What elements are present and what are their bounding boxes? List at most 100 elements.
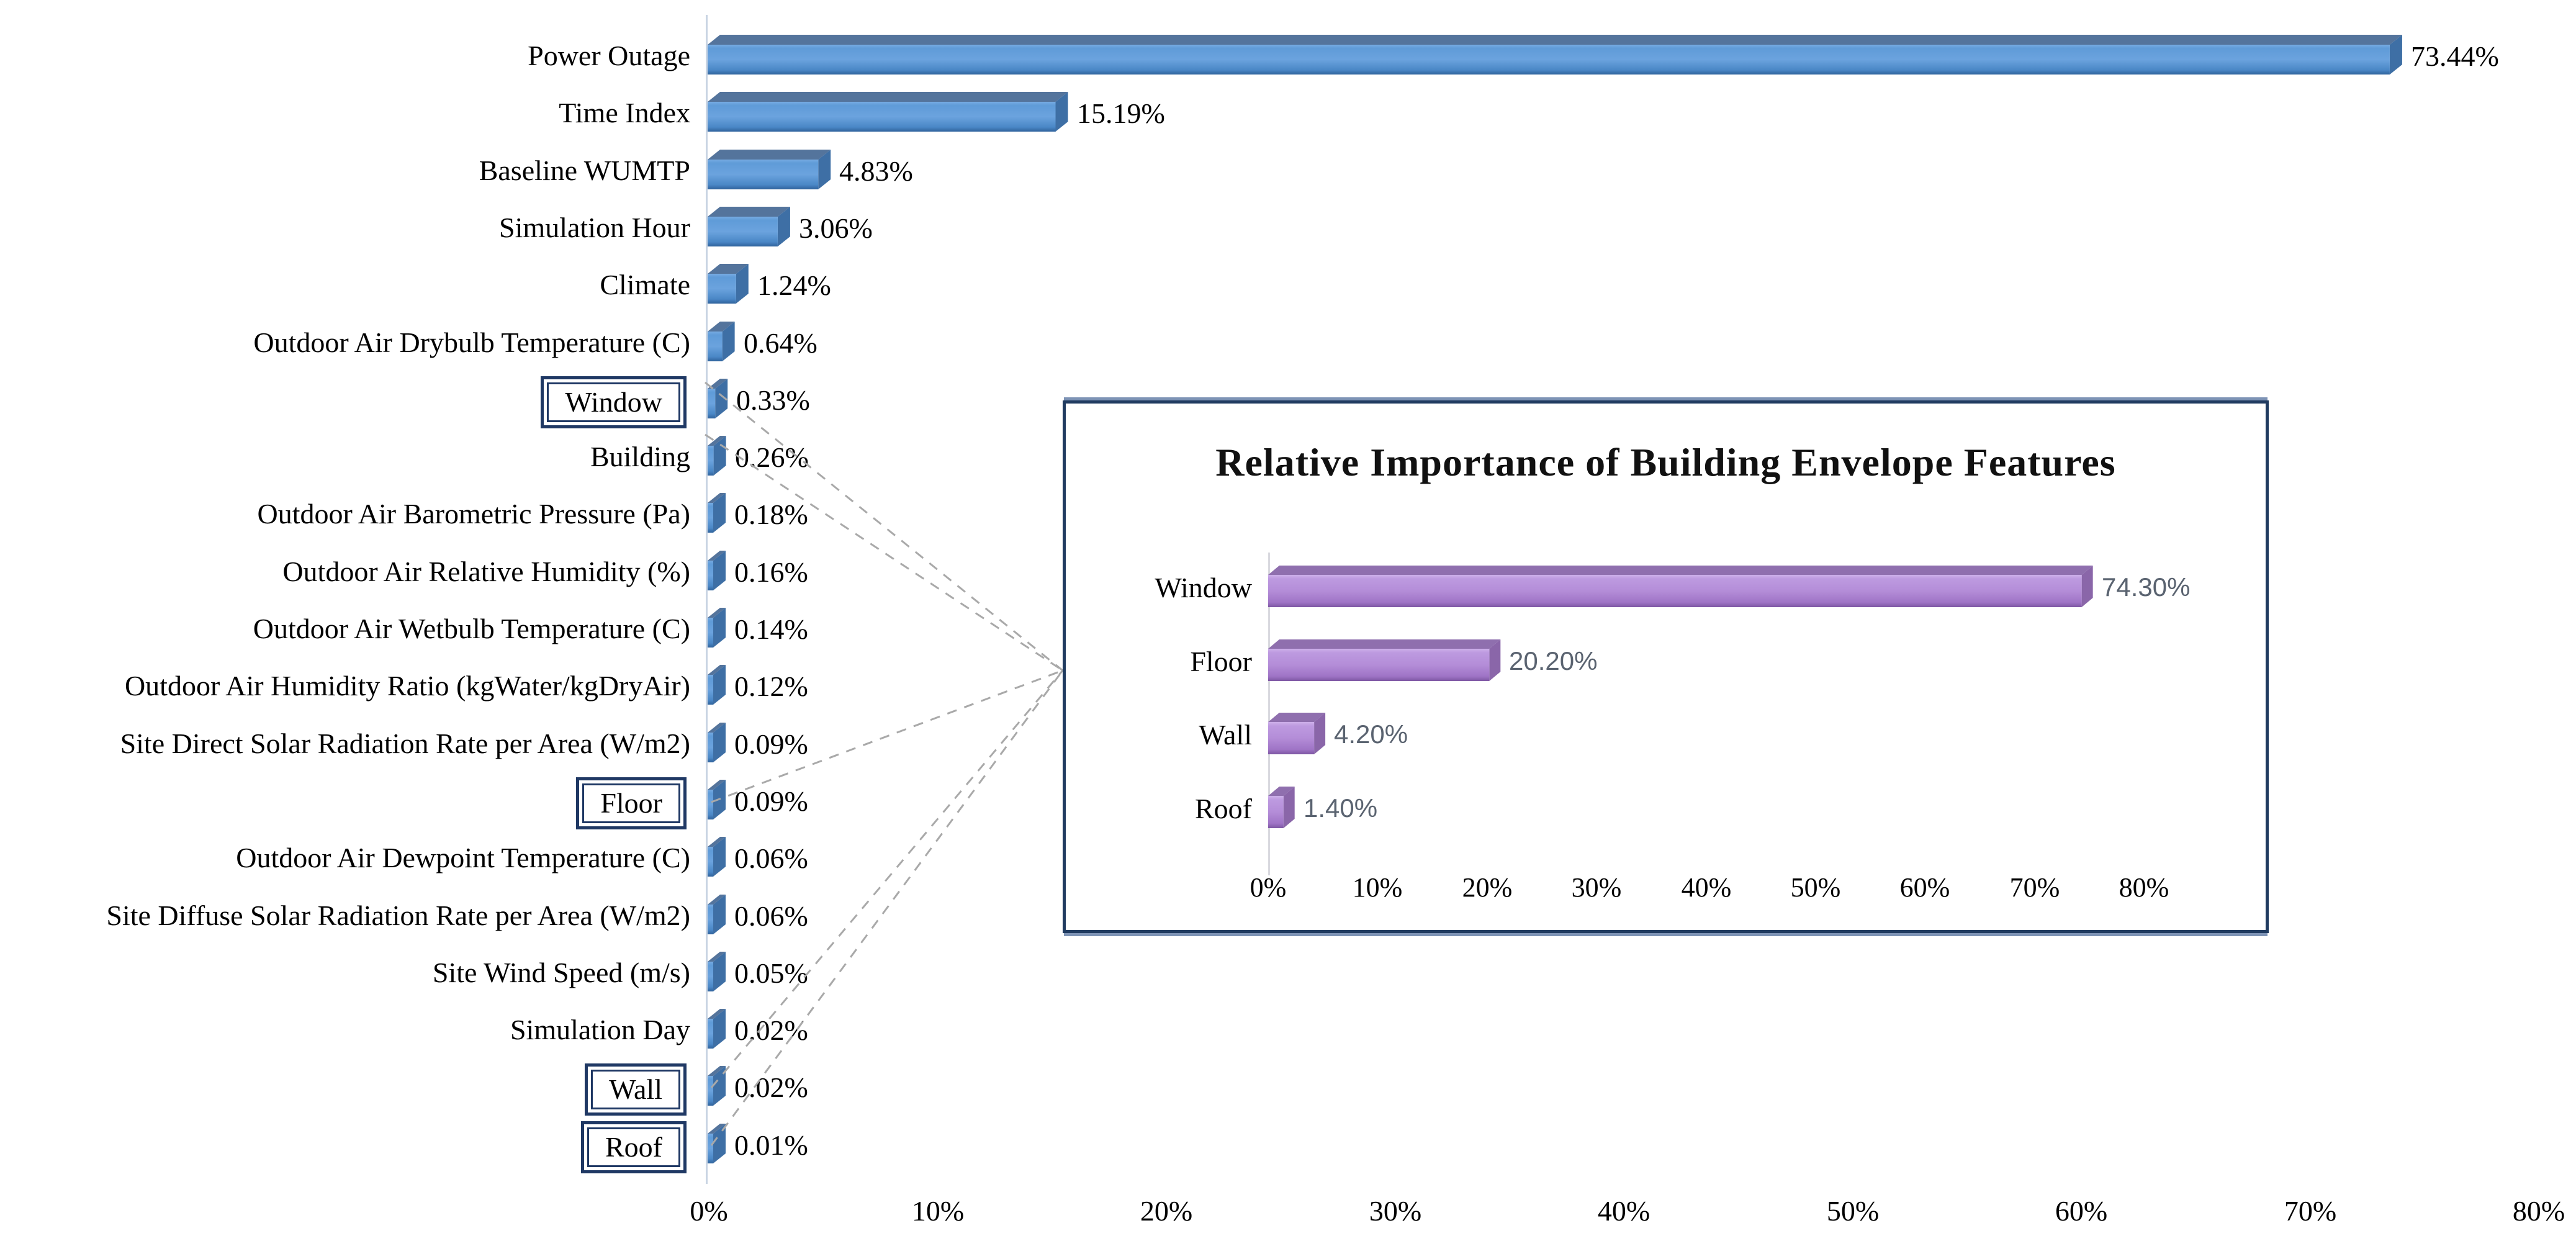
value-label-window: 74.30% bbox=[2102, 572, 2191, 602]
x-tick-50: 50% bbox=[1826, 1195, 1880, 1227]
callout-line-wall bbox=[710, 670, 1064, 1088]
value-label-outdoor-air-dewpoint-temperature-c: 0.06% bbox=[734, 842, 808, 874]
value-label-power-outage: 73.44% bbox=[2411, 40, 2499, 72]
x-tick-40: 40% bbox=[1681, 872, 1732, 903]
bar-outdoor-air-dewpoint-temperature-c bbox=[708, 837, 726, 877]
category-label-simulation-day: Simulation Day bbox=[510, 1014, 690, 1045]
value-label-outdoor-air-relative-humidity: 0.16% bbox=[734, 556, 808, 588]
bar-site-wind-speed-m-s bbox=[708, 952, 726, 991]
boxed-category-roof: Roof bbox=[581, 1121, 687, 1174]
category-label-baseline-wumtp: Baseline WUMTP bbox=[479, 155, 690, 186]
bar-climate bbox=[708, 264, 749, 304]
bar-site-diffuse-solar-radiation-rate-per-area-w-m2 bbox=[708, 895, 726, 934]
value-label-building: 0.26% bbox=[735, 441, 809, 473]
value-label-time-index: 15.19% bbox=[1077, 97, 1165, 129]
value-label-roof: 0.01% bbox=[734, 1129, 808, 1161]
value-label-outdoor-air-drybulb-temperature-c: 0.64% bbox=[744, 327, 817, 359]
callout-line-window-bottom bbox=[705, 433, 1063, 672]
x-tick-80: 80% bbox=[2119, 872, 2169, 903]
value-label-site-diffuse-solar-radiation-rate-per-area-w-m2: 0.06% bbox=[734, 900, 808, 932]
value-label-roof: 1.40% bbox=[1304, 793, 1378, 823]
bar-time-index bbox=[708, 92, 1068, 132]
value-label-window: 0.33% bbox=[736, 384, 810, 416]
value-label-floor: 20.20% bbox=[1509, 646, 1598, 675]
x-tick-10: 10% bbox=[1352, 872, 1403, 903]
category-label-power-outage: Power Outage bbox=[528, 40, 690, 71]
category-label-climate: Climate bbox=[600, 269, 690, 300]
bar-floor bbox=[1268, 639, 1501, 681]
value-label-site-wind-speed-m-s: 0.05% bbox=[734, 957, 808, 989]
category-label-floor: Floor bbox=[0, 777, 690, 830]
value-label-outdoor-air-wetbulb-temperature-c: 0.14% bbox=[734, 613, 808, 645]
category-label-floor: Floor bbox=[1190, 646, 1252, 677]
bar-baseline-wumtp bbox=[708, 150, 831, 189]
category-label-time-index: Time Index bbox=[559, 97, 690, 129]
x-tick-0: 0% bbox=[1250, 872, 1287, 903]
category-label-site-diffuse-solar-radiation-rate-per-area-w-m2: Site Diffuse Solar Radiation Rate per Ar… bbox=[106, 900, 690, 931]
callout-line-roof bbox=[710, 670, 1064, 1146]
bar-roof bbox=[708, 1124, 726, 1163]
bar-outdoor-air-wetbulb-temperature-c bbox=[708, 608, 726, 648]
category-label-building: Building bbox=[590, 441, 690, 472]
x-tick-60: 60% bbox=[1899, 872, 1950, 903]
category-label-window: Window bbox=[1155, 572, 1252, 603]
callout-line-window-top bbox=[705, 381, 1063, 672]
value-label-outdoor-air-humidity-ratio-kgwater-kgdryair: 0.12% bbox=[734, 670, 808, 702]
category-label-roof: Roof bbox=[0, 1121, 690, 1174]
x-tick-70: 70% bbox=[2284, 1195, 2337, 1227]
x-tick-30: 30% bbox=[1369, 1195, 1422, 1227]
category-label-outdoor-air-humidity-ratio-kgwater-kgdryair: Outdoor Air Humidity Ratio (kgWater/kgDr… bbox=[124, 670, 690, 702]
x-tick-20: 20% bbox=[1140, 1195, 1193, 1227]
bar-wall bbox=[708, 1066, 726, 1106]
value-label-wall: 4.20% bbox=[1334, 720, 1408, 749]
x-tick-70: 70% bbox=[2009, 872, 2060, 903]
boxed-category-window: Window bbox=[541, 376, 687, 429]
inset-chart-title: Relative Importance of Building Envelope… bbox=[1215, 440, 2116, 484]
x-tick-20: 20% bbox=[1462, 872, 1513, 903]
inset-envelope-chart: Relative Importance of Building Envelope… bbox=[1063, 400, 2269, 933]
bar-simulation-day bbox=[708, 1009, 726, 1049]
value-label-outdoor-air-barometric-pressure-pa: 0.18% bbox=[734, 499, 808, 530]
inset-chart-body: Relative Importance of Building Envelope… bbox=[1066, 404, 2266, 930]
category-label-wall: Wall bbox=[1199, 719, 1252, 751]
category-label-site-direct-solar-radiation-rate-per-area-w-m2: Site Direct Solar Radiation Rate per Are… bbox=[120, 728, 690, 759]
category-label-outdoor-air-barometric-pressure-pa: Outdoor Air Barometric Pressure (Pa) bbox=[257, 498, 690, 530]
boxed-category-wall: Wall bbox=[585, 1063, 687, 1116]
x-tick-30: 30% bbox=[1571, 872, 1622, 903]
category-label-roof: Roof bbox=[1195, 793, 1252, 824]
value-label-climate: 1.24% bbox=[757, 269, 831, 301]
category-label-wall: Wall bbox=[0, 1063, 690, 1116]
category-label-simulation-hour: Simulation Hour bbox=[499, 212, 690, 243]
bar-outdoor-air-drybulb-temperature-c bbox=[708, 322, 735, 361]
x-tick-80: 80% bbox=[2512, 1195, 2565, 1227]
bar-outdoor-air-barometric-pressure-pa bbox=[708, 493, 726, 533]
category-label-window: Window bbox=[0, 376, 690, 429]
bar-power-outage bbox=[708, 35, 2402, 74]
bar-roof bbox=[1268, 787, 1295, 828]
category-label-outdoor-air-relative-humidity: Outdoor Air Relative Humidity (%) bbox=[282, 556, 690, 587]
bar-site-direct-solar-radiation-rate-per-area-w-m2 bbox=[708, 723, 726, 762]
category-label-outdoor-air-wetbulb-temperature-c: Outdoor Air Wetbulb Temperature (C) bbox=[253, 613, 690, 644]
value-label-simulation-day: 0.02% bbox=[734, 1014, 808, 1046]
inset-y-axis-line bbox=[1268, 553, 1270, 875]
x-tick-50: 50% bbox=[1790, 872, 1841, 903]
bar-outdoor-air-relative-humidity bbox=[708, 551, 726, 590]
bar-wall bbox=[1268, 713, 1326, 754]
x-tick-40: 40% bbox=[1597, 1195, 1651, 1227]
boxed-category-floor: Floor bbox=[576, 777, 687, 830]
x-tick-0: 0% bbox=[690, 1195, 728, 1227]
x-tick-10: 10% bbox=[911, 1195, 965, 1227]
category-label-outdoor-air-dewpoint-temperature-c: Outdoor Air Dewpoint Temperature (C) bbox=[236, 842, 690, 873]
x-tick-60: 60% bbox=[2055, 1195, 2108, 1227]
value-label-floor: 0.09% bbox=[734, 785, 808, 817]
value-label-site-direct-solar-radiation-rate-per-area-w-m2: 0.09% bbox=[734, 728, 808, 760]
bar-outdoor-air-humidity-ratio-kgwater-kgdryair bbox=[708, 665, 726, 705]
bar-window bbox=[708, 379, 728, 418]
callout-line-floor bbox=[711, 669, 1063, 803]
value-label-simulation-hour: 3.06% bbox=[799, 212, 873, 244]
main-y-axis-line bbox=[706, 15, 708, 1184]
category-label-site-wind-speed-m-s: Site Wind Speed (m/s) bbox=[432, 957, 690, 988]
bar-simulation-hour bbox=[708, 207, 790, 246]
